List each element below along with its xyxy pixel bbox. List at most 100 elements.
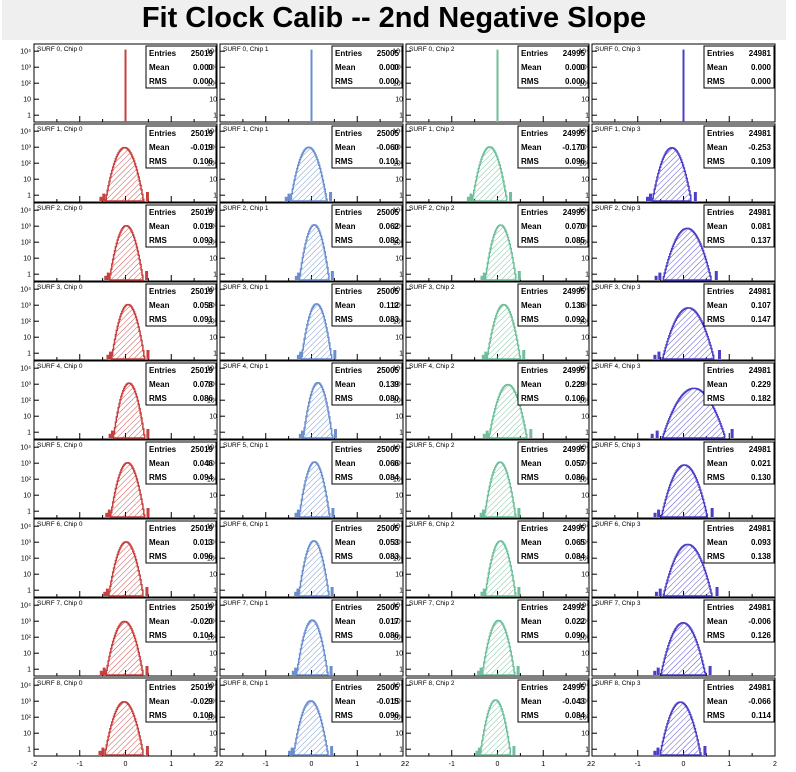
y-tick-label: 10⁴	[392, 208, 403, 215]
stats-label: Mean	[521, 143, 542, 152]
histogram-tail-bar	[146, 508, 150, 517]
stats-label: Entries	[521, 208, 549, 217]
y-tick-label: 10	[395, 731, 403, 738]
stats-label: RMS	[335, 77, 353, 86]
stats-box: Entries 25005 Mean 0.000 RMS 0.000	[331, 45, 403, 89]
panel-label: SURF 3, Chip 2	[409, 284, 455, 291]
x-tick-label: 1	[541, 761, 545, 768]
y-tick-label: 10⁴	[578, 445, 589, 452]
stats-label: Mean	[335, 301, 356, 310]
stats-box-frame	[517, 125, 589, 169]
y-tick-label: 1	[585, 747, 589, 754]
stats-value: 0.080	[379, 394, 400, 403]
stats-box: Entries 24995 Mean 0.136 RMS 0.092	[517, 283, 589, 327]
histogram-panel: 1 10 10² 10³ 10⁴ SURF 1, Chip 0 Entries 25019 Me…	[20, 123, 218, 203]
stats-label: RMS	[521, 394, 539, 403]
stats-value: -0.253	[748, 143, 771, 152]
stats-box-frame	[145, 45, 217, 89]
histogram-tail-bar	[529, 429, 533, 438]
y-tick-label: 10²	[21, 556, 32, 563]
histogram-fill	[109, 224, 144, 281]
y-tick-label: 10²	[579, 635, 590, 642]
y-tick-label: 10³	[207, 461, 218, 468]
y-tick-label: 10³	[393, 224, 404, 231]
stats-box-frame	[517, 441, 589, 485]
stats-label: Entries	[149, 445, 177, 454]
panel-label: SURF 8, Chip 3	[595, 680, 641, 687]
stats-label: Entries	[521, 603, 549, 612]
y-tick-label: 10²	[21, 240, 32, 247]
stats-box: Entries 25019 Mean 0.013 RMS 0.096	[145, 520, 217, 564]
stats-label: RMS	[335, 631, 353, 640]
stats-box-frame	[517, 520, 589, 564]
histogram-panel: 1 10 10² 10³ 10⁴ SURF 6, Chip 1 Entries 25005 Me…	[206, 518, 404, 598]
stats-value: 25005	[377, 287, 400, 296]
stats-box-frame	[703, 283, 775, 327]
y-tick-label: 10⁴	[578, 49, 589, 56]
stats-label: Entries	[521, 683, 549, 692]
histogram-tail-bar	[287, 193, 291, 201]
stats-label: Entries	[149, 366, 177, 375]
histogram-fill	[298, 224, 330, 281]
histogram-tail-bar	[654, 275, 658, 280]
y-tick-label: 1	[27, 272, 31, 279]
y-tick-label: 10³	[579, 303, 590, 310]
histogram-fill	[488, 383, 528, 439]
histogram-tail-bar	[296, 354, 300, 359]
y-tick-label: 1	[27, 667, 31, 674]
histogram-tail-bar	[110, 430, 114, 438]
histogram-tail-bar	[648, 193, 652, 201]
stats-value: -0.060	[376, 143, 399, 152]
stats-label: RMS	[149, 473, 167, 482]
panel-label: SURF 0, Chip 0	[37, 46, 83, 53]
stats-value: 0.084	[565, 711, 586, 720]
stats-box-frame	[331, 45, 403, 89]
y-tick-label: 10⁴	[206, 445, 217, 452]
y-tick-label: 10⁴	[20, 445, 31, 452]
stats-box-frame	[331, 520, 403, 564]
stats-value: 0.090	[565, 631, 586, 640]
y-tick-label: 1	[585, 588, 589, 595]
x-tick-label: 0	[496, 761, 500, 768]
stats-value: 25019	[191, 129, 214, 138]
stats-value: 0.107	[751, 301, 772, 310]
stats-label: Mean	[149, 301, 170, 310]
stats-value: 24981	[749, 129, 772, 138]
y-tick-label: 10	[581, 651, 589, 658]
y-tick-label: 10⁴	[20, 366, 31, 373]
stats-label: RMS	[521, 315, 539, 324]
y-tick-label: 10³	[21, 461, 32, 468]
histogram-tail-bar	[330, 746, 334, 755]
stats-box-frame	[145, 441, 217, 485]
histogram-tail-bar	[296, 588, 300, 596]
stats-box: Entries 24995 Mean 0.057 RMS 0.086	[517, 441, 589, 485]
panel-label: SURF 2, Chip 0	[37, 205, 83, 212]
stats-box-frame	[703, 45, 775, 89]
y-tick-label: 10	[23, 256, 31, 263]
y-tick-label: 10⁴	[392, 49, 403, 56]
stats-box-frame	[145, 204, 217, 248]
stats-value: 25005	[377, 524, 400, 533]
y-tick-label: 10²	[207, 319, 218, 326]
y-tick-label: 10⁴	[20, 603, 31, 610]
histogram-tail-bar	[106, 272, 110, 280]
stats-value: 25005	[377, 208, 400, 217]
stats-value: -0.170	[562, 143, 585, 152]
y-tick-label: 10³	[393, 540, 404, 547]
stats-label: Mean	[707, 301, 728, 310]
stats-value: 0.078	[193, 380, 214, 389]
stats-label: Entries	[335, 445, 363, 454]
stats-label: Entries	[149, 208, 177, 217]
y-tick-label: 10²	[393, 398, 404, 405]
histogram-tail-bar	[469, 193, 473, 201]
y-tick-label: 1	[213, 272, 217, 279]
y-tick-label: 1	[585, 272, 589, 279]
histogram-tail-bar	[98, 750, 102, 755]
stats-label: Entries	[521, 524, 549, 533]
stats-value: 24981	[749, 445, 772, 454]
histogram-fill	[651, 147, 692, 202]
stats-value: 25005	[377, 49, 400, 58]
histogram-tail-bar	[146, 429, 150, 438]
stats-label: RMS	[521, 473, 539, 482]
y-tick-label: 10²	[579, 398, 590, 405]
